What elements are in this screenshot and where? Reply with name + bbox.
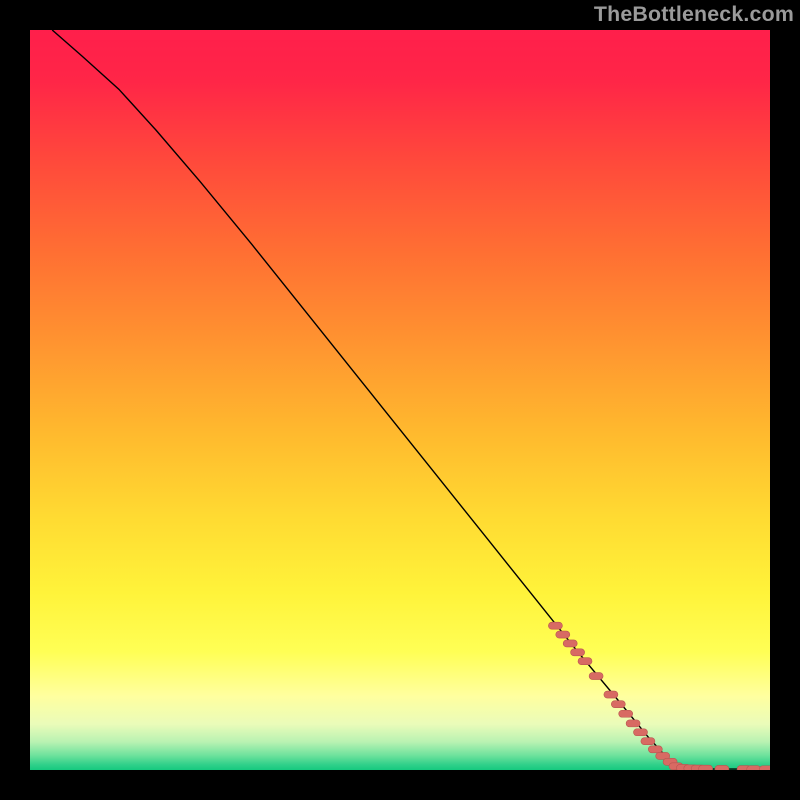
data-marker [556,631,570,638]
data-marker [648,746,662,753]
data-marker [604,691,618,698]
data-marker [634,729,648,736]
data-marker [715,765,729,770]
data-marker [563,640,577,647]
data-marker [571,649,585,656]
data-marker [747,766,761,770]
data-marker [611,701,625,708]
data-marker [626,720,640,727]
data-marker [759,766,770,770]
data-marker [578,658,592,665]
data-marker [589,673,603,680]
markers-layer [30,30,770,770]
watermark-text: TheBottleneck.com [594,2,794,27]
data-marker [548,622,562,629]
data-marker [699,765,713,770]
data-marker [619,710,633,717]
plot-area [30,30,770,770]
data-markers [548,622,770,770]
chart-frame: TheBottleneck.com [0,0,800,800]
data-marker [641,738,655,745]
